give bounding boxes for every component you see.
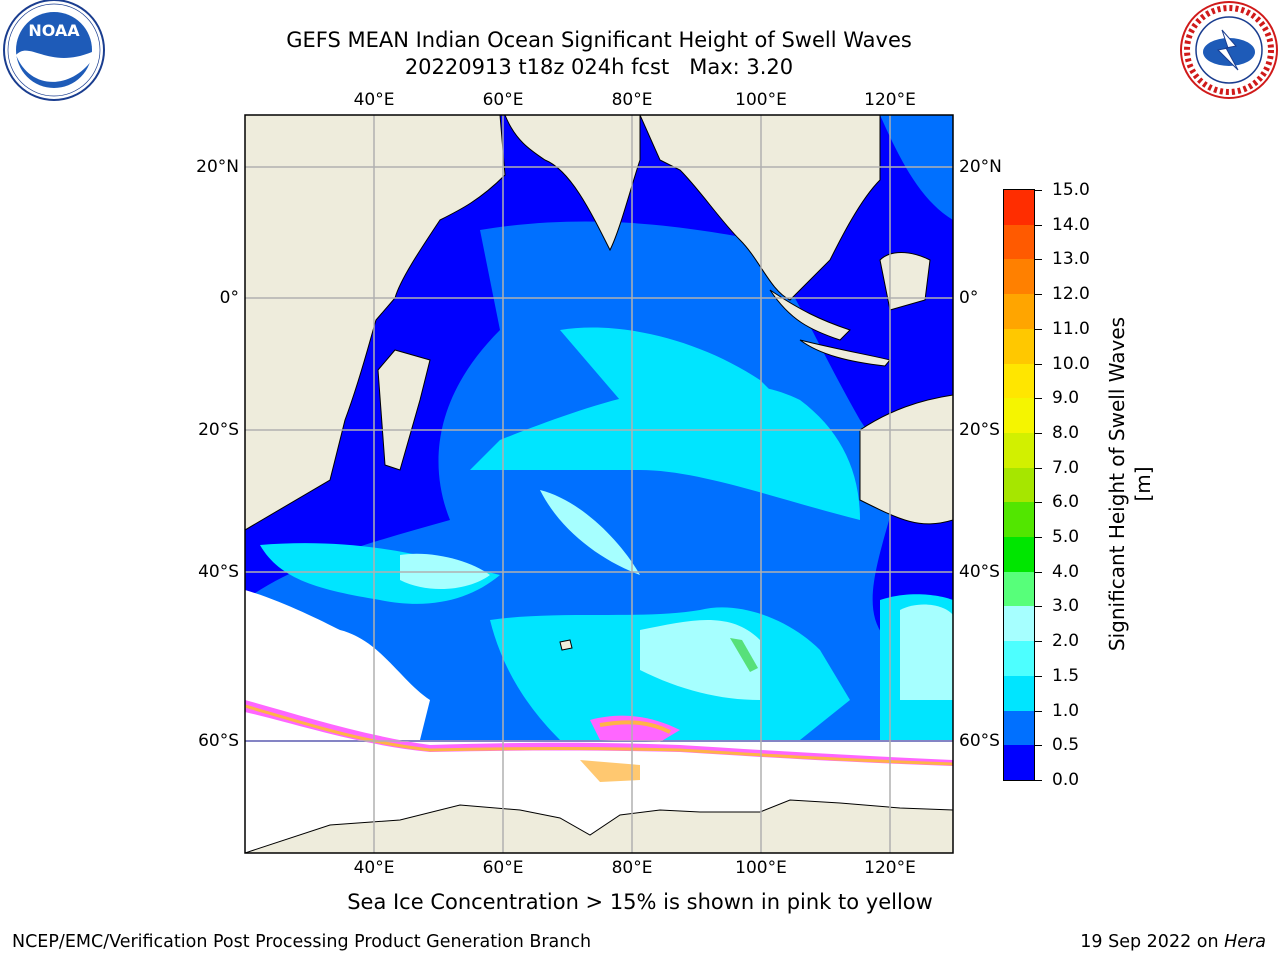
lat-tick-right: 40°S (959, 562, 1000, 582)
lat-tick-right: 20°S (959, 420, 1000, 440)
colorbar-segment (1004, 363, 1034, 399)
colorbar-tick-mark (1035, 190, 1042, 191)
colorbar-segment (1004, 294, 1034, 329)
colorbar-tick-label: 10.0 (1052, 353, 1090, 374)
footer-date: 19 Sep 2022 on Hera (1080, 932, 1266, 952)
noaa-logo: NOAA (3, 0, 105, 101)
lon-tick-top: 100°E (735, 90, 787, 110)
colorbar-tick-mark (1035, 502, 1042, 504)
colorbar-tick-mark (1035, 710, 1042, 712)
colorbar-tick-label: 11.0 (1052, 318, 1090, 339)
sea-ice-note: Sea Ice Concentration > 15% is shown in … (347, 890, 933, 914)
colorbar-tick-label: 13.0 (1052, 249, 1090, 270)
colorbar-tick-label: 7.0 (1052, 457, 1080, 478)
colorbar-tick-mark (1035, 467, 1042, 469)
colorbar-tick-mark (1035, 745, 1042, 747)
lon-tick-bottom: 40°E (353, 858, 395, 878)
colorbar-segment (1004, 502, 1034, 538)
colorbar-label: Significant Height of Swell Waves [m] (1105, 316, 1155, 652)
colorbar-tick-mark (1035, 398, 1042, 400)
lat-tick-right: 20°N (959, 157, 1002, 177)
lon-tick-top: 120°E (864, 90, 916, 110)
lon-tick-top: 40°E (353, 90, 395, 110)
colorbar-tick-label: 14.0 (1052, 214, 1090, 235)
colorbar-tick-mark (1035, 294, 1042, 296)
map-field (245, 115, 953, 853)
lon-tick-bottom: 100°E (735, 858, 787, 878)
lat-tick-left: 40°S (198, 562, 239, 582)
lon-tick-top: 80°E (611, 90, 653, 110)
colorbar-tick-label: 2.0 (1052, 631, 1080, 652)
colorbar-segment (1004, 224, 1034, 260)
colorbar-tick-mark (1035, 606, 1042, 608)
lat-tick-right: 0° (959, 288, 979, 308)
colorbar-segment (1004, 641, 1034, 676)
colorbar-tick-label: 5.0 (1052, 527, 1080, 548)
lat-tick-left: 20°S (198, 420, 239, 440)
footer-host: Hera (1224, 932, 1266, 952)
lon-tick-bottom: 80°E (611, 858, 653, 878)
nws-logo (1180, 1, 1278, 99)
lat-tick-left: 20°N (196, 157, 239, 177)
colorbar-tick-mark (1035, 363, 1042, 365)
colorbar-tick-mark (1035, 259, 1042, 261)
colorbar-tick-label: 0.5 (1052, 735, 1080, 756)
colorbar-segment (1004, 398, 1034, 433)
colorbar-tick-mark (1035, 641, 1042, 643)
colorbar-tick-mark (1035, 224, 1042, 226)
colorbar-tick-label: 8.0 (1052, 422, 1080, 443)
colorbar-segment (1004, 571, 1034, 607)
colorbar-segment (1004, 537, 1034, 572)
colorbar-segment (1004, 259, 1034, 295)
colorbar-tick-label: 0.0 (1052, 770, 1080, 790)
colorbar-tick-mark (1035, 537, 1042, 539)
lat-tick-right: 60°S (959, 731, 1000, 751)
colorbar-segment (1004, 467, 1034, 503)
lon-tick-bottom: 120°E (864, 858, 916, 878)
lat-tick-left: 0° (219, 288, 239, 308)
colorbar-tick-label: 15.0 (1052, 180, 1090, 200)
colorbar-tick-label: 4.0 (1052, 561, 1080, 582)
colorbar-tick-mark (1035, 328, 1042, 330)
lon-tick-bottom: 60°E (482, 858, 524, 878)
lat-tick-left: 60°S (198, 731, 239, 751)
colorbar-segment (1004, 675, 1034, 711)
colorbar-tick-label: 1.5 (1052, 665, 1080, 686)
svg-text:NOAA: NOAA (28, 21, 80, 40)
colorbar-tick-label: 12.0 (1052, 284, 1090, 305)
colorbar-segment (1004, 606, 1034, 642)
colorbar-tick-mark (1035, 432, 1042, 434)
chart-subtitle: 20220913 t18z 024h fcst Max: 3.20 (404, 55, 794, 79)
chart-title: GEFS MEAN Indian Ocean Significant Heigh… (286, 28, 912, 52)
colorbar-segment (1004, 432, 1034, 468)
map-gridlines (245, 115, 953, 853)
colorbar (1003, 189, 1035, 781)
colorbar-tick-mark (1035, 780, 1042, 781)
colorbar-segment (1004, 745, 1034, 780)
colorbar-segment (1004, 328, 1034, 364)
colorbar-tick-label: 6.0 (1052, 492, 1080, 513)
colorbar-tick-mark (1035, 675, 1042, 677)
colorbar-tick-label: 9.0 (1052, 388, 1080, 409)
map-frame (244, 114, 954, 854)
colorbar-segment (1004, 190, 1034, 225)
colorbar-tick-mark (1035, 571, 1042, 573)
colorbar-tick-label: 1.0 (1052, 700, 1080, 721)
lon-tick-top: 60°E (482, 90, 524, 110)
footer-date-text: 19 Sep 2022 on (1080, 932, 1225, 952)
colorbar-tick-label: 3.0 (1052, 596, 1080, 617)
colorbar-segment (1004, 710, 1034, 746)
footer-branch: NCEP/EMC/Verification Post Processing Pr… (12, 932, 592, 952)
